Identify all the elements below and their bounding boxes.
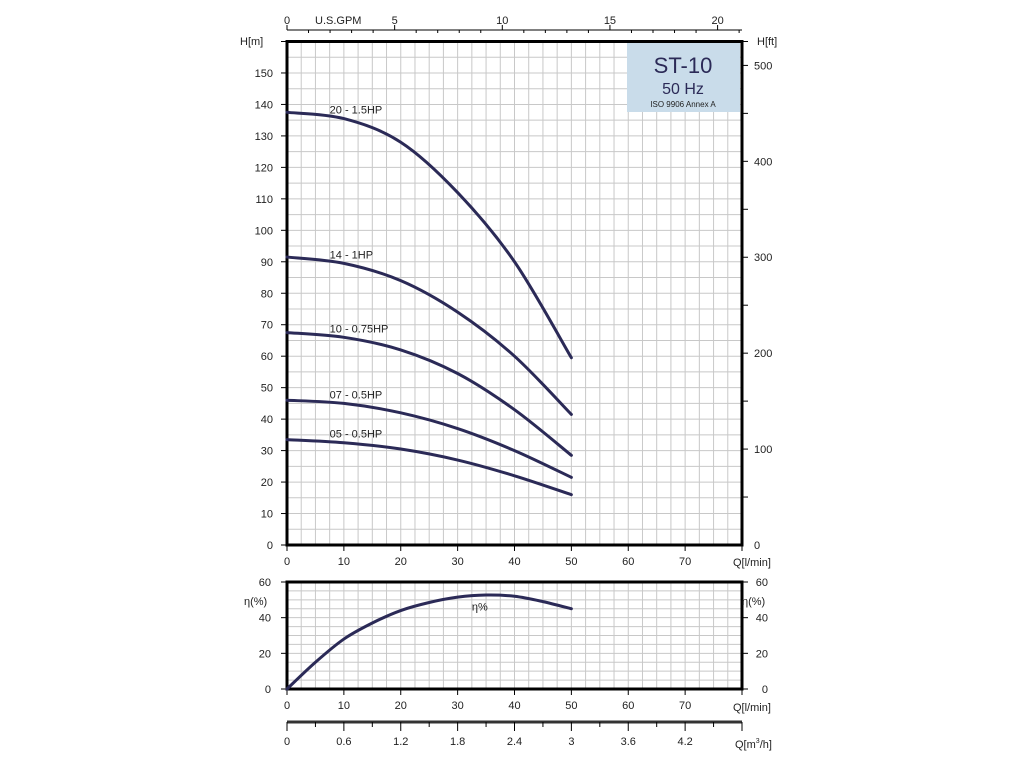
y-tick-label: 10 (261, 509, 273, 521)
series-label: 07 - 0.5HP (330, 389, 383, 401)
efficiency-curve (285, 593, 573, 691)
y-right-tick-label: 0 (754, 540, 760, 552)
y-tick-label: 130 (255, 131, 273, 143)
chart-subtitle: 50 Hz (662, 81, 704, 98)
head-grid (287, 41, 742, 545)
x-tick-label: 10 (338, 556, 350, 568)
y-tick-label: 70 (261, 320, 273, 332)
chart-note: ISO 9906 Annex A (650, 100, 716, 109)
eff-y-axis-label: η(%) (244, 596, 267, 608)
title-box (627, 42, 740, 112)
eff-y-right-tick-label: 40 (756, 613, 768, 625)
eff-y-right-axis-label: η(%) (742, 596, 765, 608)
head-curve-14-1hp (285, 255, 573, 416)
m3h-tick-label: 3.6 (621, 736, 636, 748)
chart-title: ST-10 (654, 53, 713, 78)
y-right-tick-label: 100 (754, 444, 772, 456)
series-label: 10 - 0.75HP (330, 323, 389, 335)
y-right-tick-label: 300 (754, 252, 772, 264)
y-tick-label: 150 (255, 68, 273, 80)
eff-x-tick-label: 70 (679, 700, 691, 712)
series-label: 14 - 1HP (330, 249, 373, 261)
m3h-tick-label: 0 (284, 736, 290, 748)
y-tick-label: 90 (261, 257, 273, 269)
eff-y-tick-label: 20 (259, 648, 271, 660)
efficiency-label: η% (472, 602, 488, 614)
eff-x-tick-label: 50 (565, 700, 577, 712)
m3h-tick-label: 4.2 (677, 736, 692, 748)
x-top-tick-label: 15 (604, 15, 616, 27)
x-top-tick-label: 5 (392, 15, 398, 27)
series-label: 20 - 1.5HP (330, 105, 383, 117)
y-tick-label: 40 (261, 414, 273, 426)
y-tick-label: 100 (255, 225, 273, 237)
eff-x-tick-label: 60 (622, 700, 634, 712)
x-tick-label: 50 (565, 556, 577, 568)
eff-y-right-tick-label: 60 (756, 577, 768, 589)
head-curve-05-0-5hp (285, 438, 573, 497)
m3h-tick-label: 1.8 (450, 736, 465, 748)
x-axis-label: Q[l/min] (733, 557, 771, 569)
x-tick-label: 40 (508, 556, 520, 568)
x-tick-label: 60 (622, 556, 634, 568)
head-curve-10-0-75hp (285, 331, 573, 457)
x-tick-label: 0 (284, 556, 290, 568)
m3h-tick-label: 0.6 (336, 736, 351, 748)
eff-x-tick-label: 30 (452, 700, 464, 712)
eff-y-tick-label: 40 (259, 613, 271, 625)
y-right-tick-label: 200 (754, 348, 772, 360)
efficiency-grid (287, 582, 742, 689)
m3h-tick-label: 1.2 (393, 736, 408, 748)
x-top-tick-label: 10 (496, 15, 508, 27)
eff-x-tick-label: 40 (508, 700, 520, 712)
y-tick-label: 50 (261, 383, 273, 395)
eff-x-tick-label: 10 (338, 700, 350, 712)
y-axis-label: H[m] (240, 36, 263, 48)
x-top-axis-label: U.S.GPM (315, 15, 361, 27)
y-tick-label: 140 (255, 99, 273, 111)
y-right-axis-label: H[ft] (757, 36, 777, 48)
eff-y-right-tick-label: 0 (762, 684, 768, 696)
series-label: 05 - 0.5HP (330, 429, 383, 441)
x-top-tick-label: 0 (284, 15, 290, 27)
eff-y-right-tick-label: 20 (756, 648, 768, 660)
head-curve-07-0-5hp (285, 398, 573, 479)
y-tick-label: 30 (261, 446, 273, 458)
eff-x-tick-label: 20 (395, 700, 407, 712)
y-tick-label: 120 (255, 162, 273, 174)
y-tick-label: 20 (261, 477, 273, 489)
eff-y-tick-label: 60 (259, 577, 271, 589)
eff-x-tick-label: 0 (284, 700, 290, 712)
y-tick-label: 60 (261, 351, 273, 363)
m3h-axis-label: Q[m3/h] (735, 738, 772, 751)
x-tick-label: 30 (452, 556, 464, 568)
x-tick-label: 20 (395, 556, 407, 568)
m3h-tick-label: 3 (568, 736, 574, 748)
y-tick-label: 110 (255, 194, 273, 206)
y-tick-label: 0 (267, 540, 273, 552)
eff-y-tick-label: 0 (265, 684, 271, 696)
x-tick-label: 70 (679, 556, 691, 568)
head-curve-20-1-5hp (285, 110, 573, 360)
m3h-tick-label: 2.4 (507, 736, 522, 748)
x-top-tick-label: 20 (711, 15, 723, 27)
eff-x-axis-label: Q[l/min] (733, 702, 771, 714)
y-right-tick-label: 500 (754, 60, 772, 72)
y-right-tick-label: 400 (754, 156, 772, 168)
y-tick-label: 80 (261, 288, 273, 300)
